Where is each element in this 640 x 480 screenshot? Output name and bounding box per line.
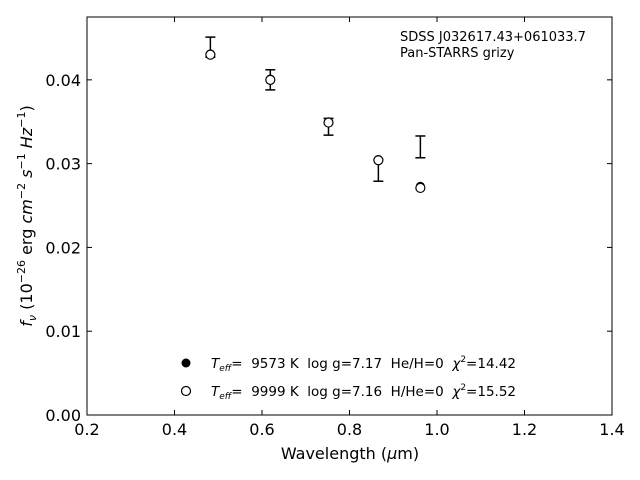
x-axis-label: Wavelength (μm) <box>281 444 419 463</box>
x-tick-label: 0.4 <box>162 420 187 439</box>
y-tick-label: 0.01 <box>45 322 81 341</box>
x-tick-label: 1.0 <box>424 420 449 439</box>
legend-marker-filled <box>181 358 191 368</box>
model-series-open <box>205 49 426 194</box>
x-tick-label: 0.8 <box>337 420 362 439</box>
annotation: SDSS J032617.43+061033.7 Pan-STARRS griz… <box>400 30 586 61</box>
x-tick-label: 0.2 <box>74 420 99 439</box>
y-axis-label: fν (10−26 erg cm−2 s−1 Hz−1) <box>15 105 39 326</box>
y-axis-ticks: 0.00 0.01 0.02 0.03 0.04 <box>45 71 612 425</box>
data-point-open <box>373 155 384 166</box>
annotation-object-name: SDSS J032617.43+061033.7 <box>400 30 586 45</box>
y-tick-label: 0.03 <box>45 155 81 174</box>
data-point-open <box>415 182 426 194</box>
data-point-open <box>205 49 216 60</box>
x-tick-label: 1.4 <box>599 420 624 439</box>
x-tick-label: 1.2 <box>512 420 537 439</box>
data-point-open <box>323 117 334 128</box>
error-bar <box>415 135 426 159</box>
x-tick-label: 0.6 <box>249 420 274 439</box>
legend-entry-1: Teff= 9573 K log g=7.17 He/H=0 χ2=14.42 <box>211 355 516 374</box>
observed-error-bars <box>205 36 426 182</box>
y-tick-label: 0.00 <box>45 406 81 425</box>
y-tick-label: 0.04 <box>45 71 81 90</box>
data-point-open <box>265 74 276 85</box>
annotation-survey: Pan-STARRS grizy <box>400 46 515 61</box>
y-tick-label: 0.02 <box>45 238 81 257</box>
x-axis-ticks: 0.2 0.4 0.6 0.8 1.0 1.2 1.4 <box>74 17 625 439</box>
model-series-filled <box>205 49 425 191</box>
legend: Teff= 9573 K log g=7.17 He/H=0 χ2=14.42 … <box>180 355 516 402</box>
legend-entry-2: Teff= 9999 K log g=7.16 H/He=0 χ2=15.52 <box>211 383 516 402</box>
legend-marker-open <box>180 385 192 397</box>
